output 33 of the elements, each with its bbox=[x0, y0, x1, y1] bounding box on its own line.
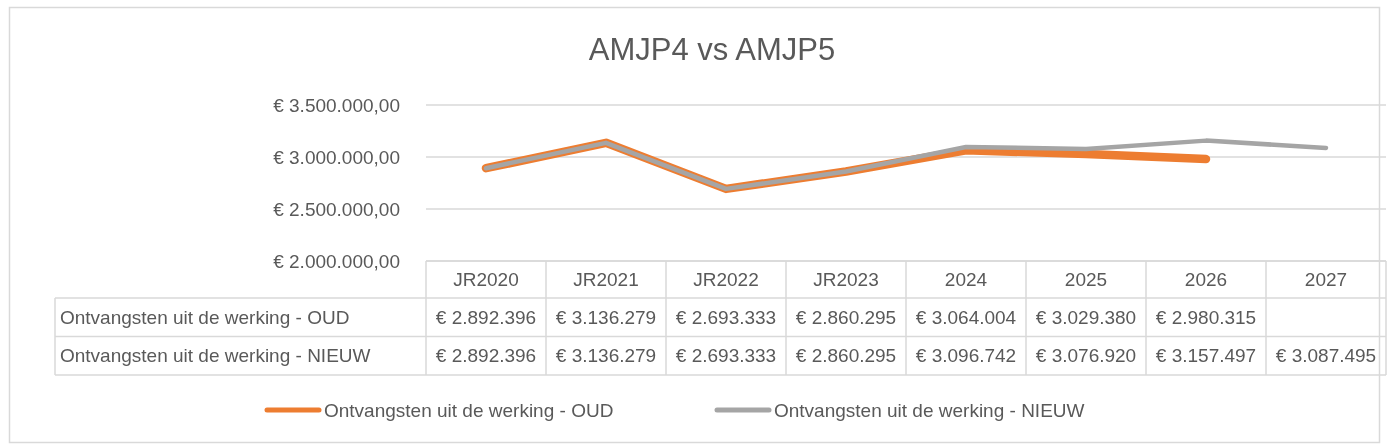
x-tick-label: JR2023 bbox=[813, 269, 879, 291]
x-tick-label: 2025 bbox=[1064, 269, 1108, 291]
data-label: € 3.064.004 bbox=[915, 306, 1017, 328]
data-label: € 3.087.495 bbox=[1275, 345, 1377, 367]
x-tick-label: JR2021 bbox=[573, 269, 639, 291]
y-tick-label: € 2.500.000,00 bbox=[273, 198, 400, 220]
data-label: € 2.860.295 bbox=[795, 345, 897, 367]
text: Ontvangsten uit de werking - NIEUW bbox=[60, 345, 371, 367]
y-tick-label: € 3.500.000,00 bbox=[273, 94, 400, 116]
data-label: € 2.892.396 bbox=[435, 306, 537, 328]
x-tick-label: JR2020 bbox=[453, 269, 519, 291]
line-series bbox=[483, 138, 1329, 192]
chart-title: AMJP4 vs AMJP5 bbox=[588, 32, 836, 67]
data-label: € 3.096.742 bbox=[915, 345, 1017, 367]
data-label: € 2.860.295 bbox=[795, 306, 897, 328]
data-label: € 3.029.380 bbox=[1035, 306, 1137, 328]
data-label: € 2.892.396 bbox=[435, 345, 537, 367]
data-label: € 3.076.920 bbox=[1035, 345, 1137, 367]
data-label: € 2.693.333 bbox=[675, 345, 777, 367]
data-label: € 3.136.279 bbox=[555, 306, 657, 328]
x-tick-label: 2027 bbox=[1304, 269, 1348, 291]
data-label: € 2.693.333 bbox=[675, 306, 777, 328]
data-label: € 3.157.497 bbox=[1155, 345, 1257, 367]
data-label: € 2.980.315 bbox=[1155, 306, 1257, 328]
text: Ontvangsten uit de werking - OUD bbox=[60, 306, 350, 328]
x-tick-label: JR2022 bbox=[693, 269, 759, 291]
legend-label: Ontvangsten uit de werking - OUD bbox=[324, 399, 614, 421]
x-tick-label: 2026 bbox=[1184, 269, 1228, 291]
y-tick-label: € 3.000.000,00 bbox=[273, 146, 400, 168]
legend-label: Ontvangsten uit de werking - NIEUW bbox=[774, 399, 1085, 421]
y-tick-label: € 2.000.000,00 bbox=[273, 250, 400, 272]
x-tick-label: 2024 bbox=[944, 269, 988, 291]
data-label: € 3.136.279 bbox=[555, 345, 657, 367]
